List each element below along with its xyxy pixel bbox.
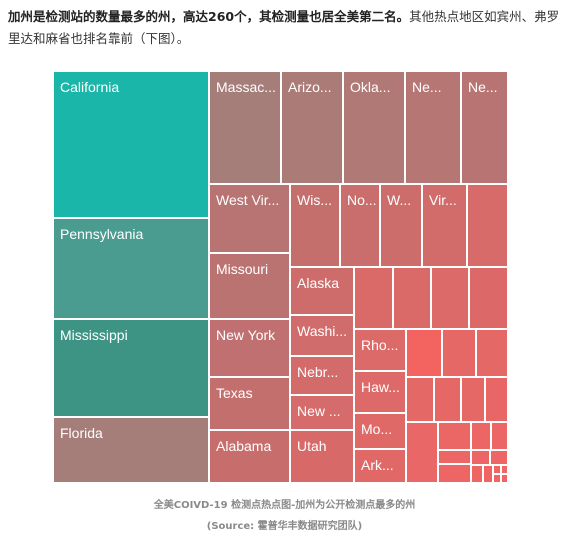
treemap-tile-label: Massac... xyxy=(216,79,276,95)
treemap-tile: Alabama xyxy=(209,430,290,483)
treemap-tile: Ne... xyxy=(405,71,461,184)
treemap-tile: No... xyxy=(340,184,380,267)
treemap-tile: Ne... xyxy=(461,71,508,184)
treemap-tile-unlabelled xyxy=(493,465,501,474)
treemap-tile: Mo... xyxy=(354,413,406,449)
treemap-tile: Alaska xyxy=(290,267,354,315)
treemap-tile: Florida xyxy=(53,417,209,483)
treemap-tile: Mississippi xyxy=(53,319,209,417)
treemap-tile-unlabelled xyxy=(467,184,508,267)
treemap-tile: Wis... xyxy=(290,184,340,267)
treemap-tile-label: W... xyxy=(387,192,412,208)
treemap-tile-unlabelled xyxy=(438,464,471,483)
treemap-tile-label: California xyxy=(60,79,120,95)
treemap-tile: Washi... xyxy=(290,315,354,356)
treemap-tile-label: Wis... xyxy=(297,192,332,208)
treemap-tile: Okla... xyxy=(343,71,405,184)
treemap-tile: Vir... xyxy=(422,184,467,267)
treemap-tile-unlabelled xyxy=(438,450,471,464)
treemap-tile-label: Ark... xyxy=(361,457,394,473)
treemap-tile-unlabelled xyxy=(434,377,461,422)
treemap-tile: New York xyxy=(209,319,290,377)
treemap-tile-unlabelled xyxy=(406,422,438,483)
intro-rest-text: 其他热点地区如宾州、弗罗里达和麻省也排名靠前（下图）。 xyxy=(8,9,560,46)
intro-bold-text: 加州是检测站的数量最多的州，高达260个，其检测量也居全美第二名。 xyxy=(8,9,410,24)
intro-paragraph: 加州是检测站的数量最多的州，高达260个，其检测量也居全美第二名。其他热点地区如… xyxy=(8,6,560,50)
treemap-tile-label: Okla... xyxy=(350,79,391,95)
treemap-tile-label: Rho... xyxy=(361,337,399,353)
treemap-tile-unlabelled xyxy=(476,329,508,377)
treemap-tile-unlabelled xyxy=(485,377,508,422)
treemap-tile-label: Ne... xyxy=(412,79,442,95)
treemap-tile-unlabelled xyxy=(483,465,493,483)
treemap-tile: West Vir... xyxy=(209,184,290,253)
treemap-tile-unlabelled xyxy=(438,422,471,450)
treemap-tile-label: West Vir... xyxy=(216,192,280,208)
treemap-tile-label: Vir... xyxy=(429,192,457,208)
treemap-tile-label: No... xyxy=(347,192,377,208)
treemap-tile: Massac... xyxy=(209,71,281,184)
treemap-tile-label: New York xyxy=(216,327,276,343)
treemap-tile-unlabelled xyxy=(406,377,434,422)
treemap-tile: Rho... xyxy=(354,329,406,371)
treemap-tile-unlabelled xyxy=(406,329,442,377)
treemap-tile-unlabelled xyxy=(471,450,490,465)
treemap-tile-label: Haw... xyxy=(361,379,400,395)
treemap-tile: Ark... xyxy=(354,449,406,483)
treemap-tile-unlabelled xyxy=(491,422,508,450)
treemap-tile: Arizo... xyxy=(281,71,343,184)
treemap-tile-label: Utah xyxy=(297,438,327,454)
treemap-tile-unlabelled xyxy=(501,474,508,483)
treemap-tile: Texas xyxy=(209,377,290,430)
treemap-tile-label: Pennsylvania xyxy=(60,226,144,242)
treemap-tile-label: Florida xyxy=(60,425,103,441)
treemap-tile-unlabelled xyxy=(442,329,476,377)
treemap-tile-label: Nebr... xyxy=(297,364,339,380)
treemap-tile-unlabelled xyxy=(501,465,508,474)
treemap-tile-label: Missouri xyxy=(216,261,269,277)
treemap-tile-unlabelled xyxy=(354,267,393,329)
treemap-tile: Nebr... xyxy=(290,356,354,395)
chart-caption-source: (Source: 霍普华丰数据研究团队) xyxy=(206,521,363,532)
treemap-tile: Haw... xyxy=(354,371,406,413)
treemap-tile-label: Mo... xyxy=(361,421,393,437)
treemap-tile-unlabelled xyxy=(471,465,483,483)
treemap-tile-label: New ... xyxy=(297,403,341,419)
treemap-tile: New ... xyxy=(290,395,354,430)
treemap-tile-label: Texas xyxy=(216,385,253,401)
treemap-tile-unlabelled xyxy=(461,377,485,422)
treemap-tile-label: Alaska xyxy=(297,275,340,291)
treemap-tile-label: Ne... xyxy=(468,79,498,95)
chart-caption-title: 全美COIVD-19 检测点热点图-加州为公开检测点最多的州 xyxy=(153,500,416,511)
treemap-tile: Utah xyxy=(290,430,354,483)
treemap-tile: W... xyxy=(380,184,422,267)
treemap-tile-label: Washi... xyxy=(297,323,348,339)
treemap-chart: California Pennsylvania Mississippi Florida… xyxy=(53,71,508,483)
treemap-tile-unlabelled xyxy=(493,474,501,483)
treemap-tile-unlabelled xyxy=(469,267,508,329)
treemap-tile: Missouri xyxy=(209,253,290,319)
treemap-tile-label: Alabama xyxy=(216,438,272,454)
treemap-tile-label: Arizo... xyxy=(288,79,332,95)
treemap-tile-unlabelled xyxy=(431,267,469,329)
treemap-tile-unlabelled xyxy=(471,422,491,450)
treemap-tile: Pennsylvania xyxy=(53,218,209,319)
treemap-tile-unlabelled xyxy=(393,267,431,329)
treemap-tile-label: Mississippi xyxy=(60,327,128,343)
treemap-tile-unlabelled xyxy=(490,450,508,465)
treemap-tile: California xyxy=(53,71,209,218)
